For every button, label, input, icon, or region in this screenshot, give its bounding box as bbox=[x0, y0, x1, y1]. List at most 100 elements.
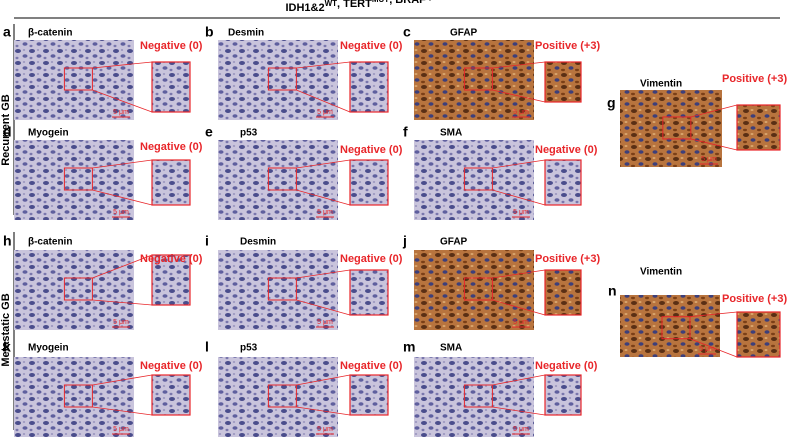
inset-zoom bbox=[349, 61, 389, 113]
scale-label: 5 μm bbox=[513, 426, 529, 433]
stain-result: Positive (+3) bbox=[535, 253, 600, 265]
marker-name: Vimentin bbox=[640, 267, 682, 278]
roi-connector bbox=[92, 189, 153, 206]
inset-zoom bbox=[736, 311, 781, 358]
roi-connector bbox=[92, 374, 153, 386]
roi-connector bbox=[296, 299, 351, 316]
stain-result: Negative (0) bbox=[140, 40, 203, 52]
micrograph bbox=[414, 40, 534, 120]
marker-name: Desmin bbox=[240, 237, 276, 248]
panel-letter: k bbox=[3, 339, 11, 355]
stain-result: Negative (0) bbox=[140, 141, 203, 153]
title-superscript: WT bbox=[325, 0, 338, 8]
inset-zoom bbox=[151, 159, 191, 206]
scale-label: 5 μm bbox=[317, 109, 333, 116]
stain-result: Negative (0) bbox=[340, 144, 403, 156]
title-text: , EGFR bbox=[429, 0, 466, 2]
inset-zoom bbox=[151, 374, 191, 416]
inset-zoom bbox=[349, 374, 389, 416]
roi-connector bbox=[689, 311, 738, 318]
scale-label: 5 μm bbox=[317, 319, 333, 326]
marker-name: Myogein bbox=[28, 343, 69, 354]
panel-letter: j bbox=[402, 233, 407, 249]
stain-result: Positive (+3) bbox=[535, 40, 600, 52]
inset-zoom bbox=[736, 104, 781, 151]
roi-box bbox=[63, 277, 93, 301]
panel-letter: e bbox=[205, 124, 213, 140]
micrograph bbox=[414, 250, 534, 330]
roi-connector bbox=[296, 406, 351, 416]
roi-box bbox=[662, 116, 692, 140]
micrograph bbox=[14, 357, 134, 437]
roi-connector bbox=[492, 269, 546, 279]
panel-letter: n bbox=[608, 283, 617, 299]
micrograph bbox=[218, 357, 338, 437]
roi-box bbox=[463, 167, 493, 191]
scale-label: 5 μm bbox=[113, 426, 129, 433]
scale-label: 5 μm bbox=[513, 319, 529, 326]
stain-result: Negative (0) bbox=[140, 253, 203, 265]
roi-box bbox=[63, 384, 93, 408]
roi-connector bbox=[92, 406, 153, 416]
title-text: , BRAF bbox=[389, 0, 426, 6]
panel-letter: b bbox=[205, 24, 214, 40]
micrograph bbox=[14, 250, 134, 330]
title-text: , TERT bbox=[337, 0, 372, 10]
scale-label: 5 μm bbox=[113, 109, 129, 116]
roi-box bbox=[267, 277, 297, 301]
title-superscript: MUT bbox=[372, 0, 389, 4]
marker-name: SMA bbox=[440, 343, 462, 354]
scale-label: 5 μm bbox=[513, 109, 529, 116]
inset-zoom bbox=[349, 269, 389, 316]
roi-box bbox=[267, 384, 297, 408]
inset-zoom bbox=[544, 374, 582, 416]
marker-name: Desmin bbox=[228, 28, 264, 39]
stain-result: Positive (+3) bbox=[722, 293, 787, 305]
stain-result: Positive (+3) bbox=[722, 73, 787, 85]
roi-connector bbox=[492, 189, 546, 206]
roi-connector bbox=[492, 299, 546, 316]
figure-title: IDH1&2WT, TERTMUT, BRAF-, EGFRNon-mutate… bbox=[285, 0, 514, 14]
marker-name: p53 bbox=[240, 343, 258, 354]
micrograph bbox=[218, 40, 338, 120]
roi-box bbox=[661, 316, 691, 340]
roi-connector bbox=[92, 254, 153, 279]
roi-connector bbox=[492, 159, 546, 169]
marker-name: Vimentin bbox=[640, 79, 682, 90]
panel-letter: l bbox=[205, 339, 209, 355]
roi-connector bbox=[492, 406, 546, 416]
marker-name: SMA bbox=[440, 128, 462, 139]
roi-box bbox=[463, 384, 493, 408]
roi-connector bbox=[492, 374, 546, 386]
stain-result: Negative (0) bbox=[535, 360, 598, 372]
micrograph bbox=[620, 90, 722, 167]
panel-letter: c bbox=[403, 24, 411, 40]
roi-box bbox=[267, 167, 297, 191]
marker-name: β-catenin bbox=[28, 28, 72, 39]
roi-box bbox=[63, 167, 93, 191]
roi-connector bbox=[492, 61, 546, 69]
scale-label: 5 μm bbox=[699, 346, 715, 353]
marker-name: Myogein bbox=[28, 128, 69, 139]
micrograph bbox=[14, 40, 134, 120]
micrograph bbox=[218, 140, 338, 220]
roi-connector bbox=[92, 299, 153, 306]
marker-name: β-catenin bbox=[28, 237, 72, 248]
stain-result: Negative (0) bbox=[340, 40, 403, 52]
group-label: Metastatic GB bbox=[0, 293, 12, 366]
roi-connector bbox=[296, 269, 351, 279]
roi-connector bbox=[296, 189, 351, 206]
panel-letter: m bbox=[403, 339, 415, 355]
inset-zoom bbox=[544, 159, 582, 206]
roi-connector bbox=[296, 374, 351, 386]
roi-box bbox=[267, 67, 297, 91]
title-text: IDH1&2 bbox=[285, 2, 324, 14]
stain-result: Negative (0) bbox=[340, 253, 403, 265]
group-label: Recurrent GB bbox=[0, 94, 12, 166]
roi-connector bbox=[296, 89, 351, 113]
scale-label: 5 μm bbox=[113, 319, 129, 326]
scale-label: 5 μm bbox=[317, 426, 333, 433]
marker-name: GFAP bbox=[440, 237, 468, 248]
panel-letter: a bbox=[3, 24, 11, 40]
